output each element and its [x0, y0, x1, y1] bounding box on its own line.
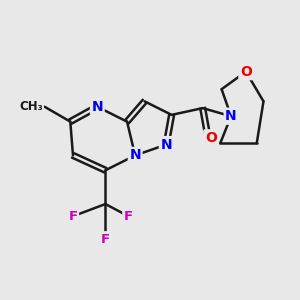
- Text: N: N: [92, 100, 103, 114]
- Text: F: F: [68, 210, 78, 223]
- Text: F: F: [101, 233, 110, 246]
- Text: O: O: [205, 131, 217, 145]
- Text: N: N: [160, 138, 172, 152]
- Text: F: F: [124, 210, 133, 223]
- Text: CH₃: CH₃: [20, 100, 43, 113]
- Text: N: N: [129, 148, 141, 162]
- Text: O: O: [240, 64, 252, 79]
- Text: N: N: [225, 109, 237, 123]
